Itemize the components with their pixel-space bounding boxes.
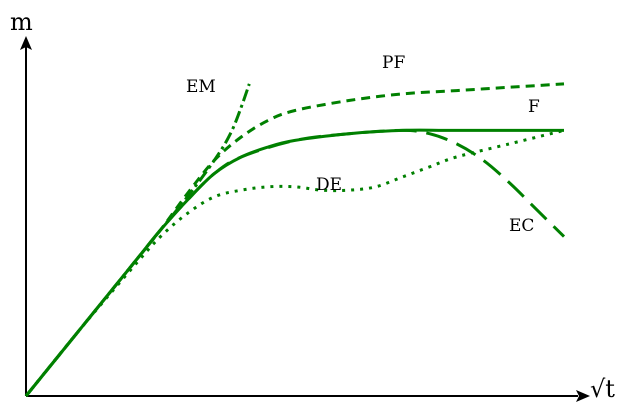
x-axis-label: √t — [590, 375, 615, 403]
series-line-f — [24, 128, 564, 397]
series-line-ec — [24, 128, 566, 397]
series-line-em — [24, 83, 251, 397]
series-label-em: EM — [186, 77, 216, 97]
series-label-f: F — [528, 97, 540, 117]
y-axis-arrow — [20, 36, 32, 50]
series-label-layer: F PF EM DE EC — [186, 53, 540, 236]
series-label-pf: PF — [382, 53, 405, 73]
series-line-de — [24, 128, 565, 397]
series-label-ec: EC — [509, 216, 534, 236]
x-axis-arrow — [576, 390, 590, 402]
x-axis: √t — [26, 375, 615, 403]
y-axis-label: m — [10, 8, 33, 36]
series-label-de: DE — [316, 175, 342, 195]
y-axis: m — [10, 8, 33, 396]
series-layer — [24, 82, 566, 397]
